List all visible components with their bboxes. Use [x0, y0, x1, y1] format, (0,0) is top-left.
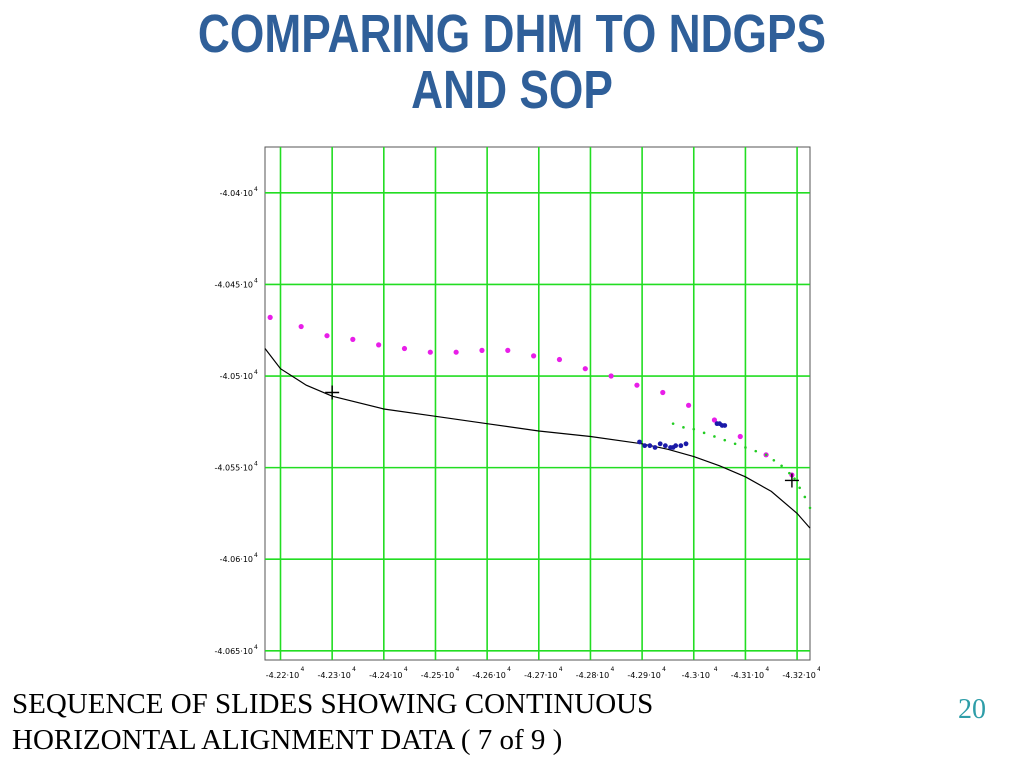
series-3-point-14 [798, 486, 801, 490]
series-1-point-10 [531, 353, 537, 359]
x-tick-label-7: -4.29·10 [627, 671, 660, 680]
series-1-point-16 [686, 402, 692, 408]
y-tick-label-1: -4.045·10 [214, 280, 253, 289]
series-3-point-16 [808, 506, 812, 510]
series-3-point-3 [702, 431, 706, 435]
y-tick-exp-0: 4 [254, 186, 258, 193]
series-2-point-0 [637, 439, 642, 445]
series-3-point-9 [764, 453, 768, 457]
series-1-point-18 [737, 433, 743, 440]
series-3-point-2 [692, 427, 696, 431]
y-tick-label-4: -4.06·10 [220, 555, 253, 564]
y-tick-label-2: -4.05·10 [220, 372, 253, 381]
series-1-point-5 [401, 345, 408, 352]
x-tick-exp-5: 4 [559, 666, 563, 673]
cross-marker-0 [325, 385, 340, 400]
y-tick-label-3: -4.055·10 [214, 464, 253, 473]
series-1-point-6 [427, 349, 433, 355]
slide-title-line-1: COMPARING DHM TO NDGPS [197, 4, 827, 64]
series-3-point-5 [723, 438, 727, 442]
series-1-point-4 [376, 342, 382, 348]
series-3-point-1 [682, 426, 685, 429]
x-tick-label-5: -4.27·10 [524, 671, 557, 680]
x-tick-label-6: -4.28·10 [576, 671, 609, 680]
x-tick-exp-3: 4 [455, 666, 459, 673]
x-tick-label-8: -4.3·10 [682, 671, 710, 680]
cross-marker-1 [784, 473, 799, 488]
series-2-point-10 [683, 441, 689, 447]
slide-caption: SEQUENCE OF SLIDES SHOWING CONTINUOUS HO… [12, 686, 792, 758]
x-tick-exp-8: 4 [714, 666, 718, 673]
caption-line-1: SEQUENCE OF SLIDES SHOWING CONTINUOUS [12, 688, 654, 720]
caption-line-2: HORIZONTAL ALIGNMENT DATA ( 7 of 9 ) [12, 724, 563, 756]
x-tick-exp-1: 4 [352, 666, 356, 673]
y-tick-exp-5: 4 [254, 644, 258, 651]
x-tick-label-1: -4.23·10 [317, 671, 350, 680]
series-2-point-1 [642, 443, 648, 449]
series-3-point-15 [803, 495, 807, 499]
series-3-point-6 [733, 442, 737, 446]
series-1-point-9 [505, 347, 511, 353]
y-tick-label-5: -4.065·10 [214, 647, 253, 656]
series-3-point-10 [772, 458, 776, 462]
x-tick-label-3: -4.25·10 [421, 671, 454, 680]
x-tick-label-10: -4.32·10 [782, 671, 815, 680]
series-1-point-3 [350, 336, 356, 342]
slide-title: COMPARING DHM TO NDGPS AND SOP [92, 6, 932, 118]
y-tick-exp-4: 4 [254, 552, 258, 559]
plot-frame [264, 146, 811, 661]
series-1-point-17 [711, 417, 718, 423]
series-3-point-12 [788, 471, 791, 475]
y-tick-exp-2: 4 [254, 369, 258, 376]
x-tick-exp-6: 4 [610, 666, 614, 673]
x-tick-exp-7: 4 [662, 666, 666, 673]
series-1-point-2 [324, 333, 330, 339]
series-1-point-0 [267, 314, 273, 320]
series-2-point-4 [657, 441, 663, 447]
series-1-point-11 [556, 356, 563, 363]
x-tick-exp-2: 4 [404, 666, 408, 673]
x-tick-exp-9: 4 [765, 666, 769, 673]
series-1-point-15 [660, 389, 666, 396]
slide-number: 20 [958, 694, 986, 725]
x-tick-label-4: -4.26·10 [472, 671, 505, 680]
x-tick-exp-0: 4 [300, 666, 304, 673]
series-3-point-11 [780, 464, 783, 468]
x-tick-label-2: -4.24·10 [369, 671, 402, 680]
series-2-point-9 [678, 443, 684, 449]
y-tick-exp-3: 4 [254, 461, 258, 468]
series-1-point-13 [608, 373, 614, 379]
x-tick-label-9: -4.31·10 [731, 671, 764, 680]
series-3-point-13 [793, 477, 796, 480]
series-1-point-8 [479, 347, 485, 353]
y-tick-label-0: -4.04·10 [220, 189, 253, 198]
series-1-point-7 [453, 349, 459, 355]
slide-title-line-2: AND SOP [411, 60, 613, 120]
series-2-point-5 [662, 443, 668, 449]
series-1-point-1 [298, 323, 304, 330]
series-2-point-2 [647, 443, 653, 449]
series-1-point-14 [634, 382, 640, 388]
series-3-point-4 [713, 435, 716, 438]
series-1-point-12 [582, 366, 588, 372]
series-2-point-8 [673, 443, 679, 449]
series-2-point-14 [722, 423, 728, 428]
x-tick-label-0: -4.22·10 [266, 671, 299, 680]
x-tick-exp-4: 4 [507, 666, 511, 673]
x-tick-exp-10: 4 [817, 666, 820, 673]
series-3-point-8 [754, 449, 758, 453]
series-3-point-7 [744, 446, 747, 449]
alignment-curve [264, 348, 811, 529]
y-tick-exp-1: 4 [254, 277, 258, 284]
alignment-chart: -4.04·10 4-4.045·10 4-4.05·10 4-4.055·10 4-4… [214, 146, 820, 680]
series-3-point-0 [671, 422, 675, 425]
series-2-point-3 [652, 445, 658, 450]
